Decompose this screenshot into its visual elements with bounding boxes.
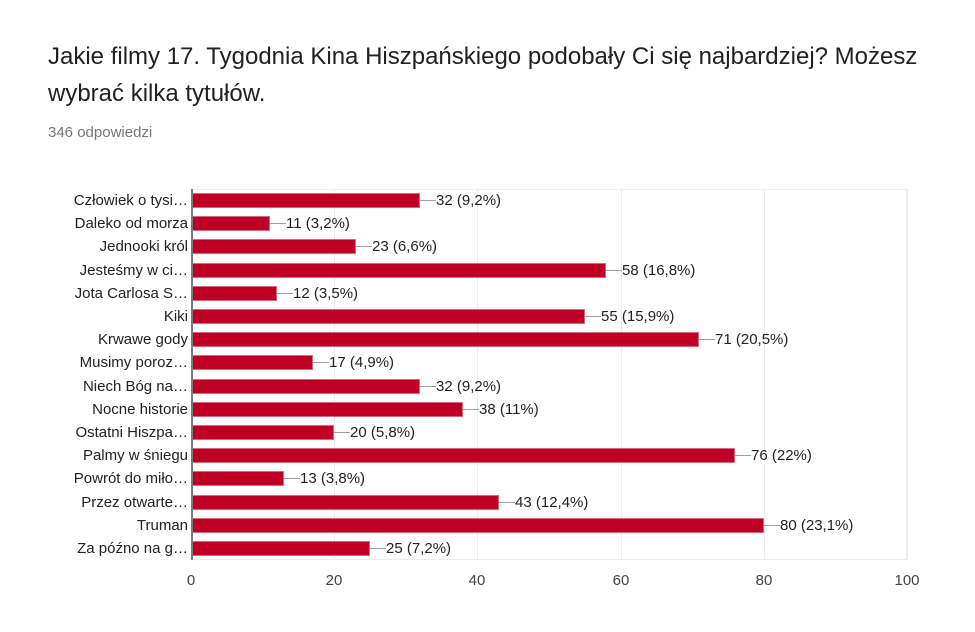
bar-row: Przez otwarte… 43 (12,4%) (0, 491, 975, 514)
x-tick-label: 20 (325, 572, 343, 589)
category-label: Daleko od morza (74, 215, 188, 232)
category-label: Niech Bóg na… (82, 378, 188, 395)
bar[interactable] (192, 263, 606, 278)
value-label: 71 (20,5%) (715, 331, 789, 348)
x-tick-label: 40 (468, 572, 486, 589)
value-label: 58 (16,8%) (622, 262, 696, 279)
value-label: 12 (3,5%) (293, 285, 359, 302)
value-label: 38 (11%) (479, 401, 539, 418)
bar-row: Ostatni Hiszpa… 20 (5,8%) (0, 421, 975, 444)
bar[interactable] (192, 471, 284, 486)
value-label: 20 (5,8%) (350, 424, 416, 441)
category-label: Jesteśmy w ci… (79, 262, 188, 279)
bar[interactable] (192, 448, 735, 463)
value-leader-line (270, 223, 286, 224)
value-leader-line (735, 455, 751, 456)
question-title: Jakie filmy 17. Tygodnia Kina Hiszpański… (48, 43, 918, 107)
bar[interactable] (192, 425, 334, 440)
value-leader-line (356, 246, 372, 247)
bar-row: Palmy w śniegu 76 (22%) (0, 444, 975, 467)
bar[interactable] (192, 495, 499, 510)
gridline (764, 189, 765, 560)
value-label: 80 (23,1%) (780, 517, 854, 534)
gridline (334, 189, 335, 560)
value-leader-line (606, 270, 622, 271)
gridline (907, 189, 908, 560)
category-label: Za późno na g… (77, 540, 188, 557)
bar-row: Powrót do miło… 13 (3,8%) (0, 467, 975, 490)
bar-row: Musimy poroz… 17 (4,9%) (0, 351, 975, 374)
bar[interactable] (192, 402, 463, 417)
value-label: 13 (3,8%) (300, 470, 366, 487)
category-label: Człowiek o tysi… (73, 192, 188, 209)
value-label: 43 (12,4%) (515, 494, 589, 511)
value-label: 11 (3,2%) (286, 215, 350, 232)
category-label: Powrót do miło… (73, 470, 188, 487)
category-label: Przez otwarte… (81, 494, 188, 511)
bar[interactable] (192, 309, 585, 324)
value-leader-line (334, 432, 350, 433)
category-label: Ostatni Hiszpa… (75, 424, 188, 441)
category-label: Krwawe gody (97, 331, 188, 348)
value-leader-line (277, 293, 293, 294)
bar[interactable] (192, 193, 420, 208)
bar[interactable] (192, 355, 313, 370)
value-leader-line (463, 409, 479, 410)
value-label: 32 (9,2%) (436, 192, 502, 209)
category-label: Kiki (163, 308, 188, 325)
x-tick-label: 80 (755, 572, 773, 589)
value-label: 17 (4,9%) (329, 354, 395, 371)
bar-row: Kiki 55 (15,9%) (0, 305, 975, 328)
category-label: Nocne historie (92, 401, 188, 418)
value-label: 76 (22%) (751, 447, 812, 464)
value-label: 23 (6,6%) (372, 238, 438, 255)
bar-row: Jota Carlosa S… 12 (3,5%) (0, 282, 975, 305)
category-label: Jota Carlosa S… (74, 285, 188, 302)
bar[interactable] (192, 379, 420, 394)
bar-row: Krwawe gody 71 (20,5%) (0, 328, 975, 351)
bar-row: Człowiek o tysi… 32 (9,2%) (0, 189, 975, 212)
bar[interactable] (192, 216, 270, 231)
bar-row: Nocne historie 38 (11%) (0, 398, 975, 421)
value-leader-line (585, 316, 601, 317)
bar-row: Niech Bóg na… 32 (9,2%) (0, 375, 975, 398)
category-label: Palmy w śniegu (82, 447, 188, 464)
x-tick-label: 0 (186, 572, 196, 589)
y-axis-line (191, 189, 193, 560)
value-label: 32 (9,2%) (436, 378, 502, 395)
category-label: Jednooki król (99, 238, 188, 255)
value-leader-line (313, 362, 329, 363)
gridline (621, 189, 622, 560)
response-count: 346 odpowiedzi (48, 124, 153, 141)
value-leader-line (420, 200, 436, 201)
bar-row: Jesteśmy w ci… 58 (16,8%) (0, 259, 975, 282)
bar[interactable] (192, 541, 370, 556)
category-label: Musimy poroz… (79, 354, 188, 371)
bar[interactable] (192, 332, 699, 347)
bar[interactable] (192, 286, 277, 301)
bar-row: Jednooki król 23 (6,6%) (0, 235, 975, 258)
value-label: 55 (15,9%) (601, 308, 675, 325)
bar-row: Za późno na g… 25 (7,2%) (0, 537, 975, 560)
value-leader-line (764, 525, 780, 526)
x-tick-label: 60 (612, 572, 630, 589)
value-label: 25 (7,2%) (386, 540, 452, 557)
bar-row: Truman 80 (23,1%) (0, 514, 975, 537)
value-leader-line (499, 502, 515, 503)
value-leader-line (699, 339, 715, 340)
value-leader-line (420, 386, 436, 387)
bar[interactable] (192, 239, 356, 254)
category-label: Truman (136, 517, 188, 534)
bar[interactable] (192, 518, 764, 533)
value-leader-line (284, 478, 300, 479)
x-tick-label: 100 (894, 572, 920, 589)
value-leader-line (370, 548, 386, 549)
bar-row: Daleko od morza 11 (3,2%) (0, 212, 975, 235)
gridline (477, 189, 478, 560)
plot-area (191, 189, 907, 560)
